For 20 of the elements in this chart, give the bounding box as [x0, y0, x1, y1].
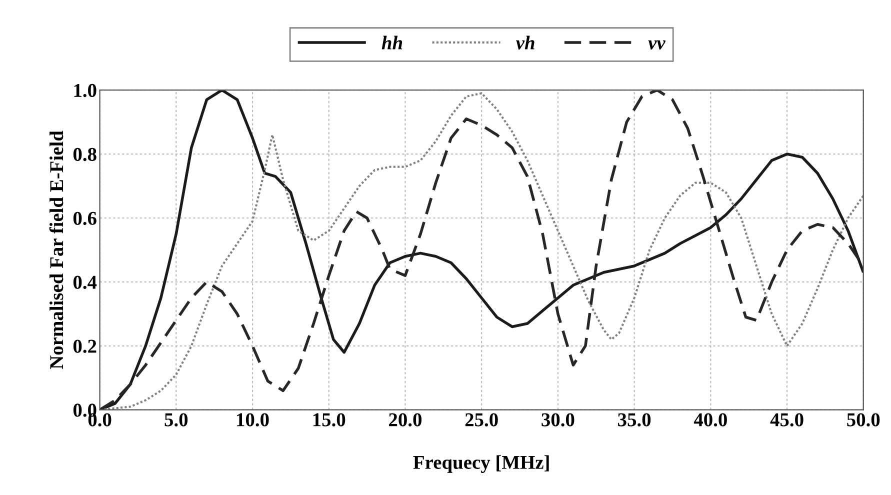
- x-tick-label: 20.0: [389, 413, 422, 426]
- x-tick-label: 5.0: [164, 413, 188, 426]
- legend-label: vh: [516, 36, 534, 50]
- y-tick-label: 0.8: [73, 148, 96, 162]
- x-tick-label: 40.0: [694, 413, 727, 426]
- x-tick-label: 45.0: [770, 413, 804, 426]
- x-tick-label: 50.0: [847, 413, 880, 426]
- y-axis-title: Normalised Far field E-Field: [49, 130, 64, 370]
- legend-label: vv: [648, 40, 666, 50]
- legend-label: hh: [382, 36, 402, 50]
- x-axis-title: Frequecy [MHz]: [413, 455, 549, 473]
- y-tick-label: 0.2: [73, 340, 96, 353]
- x-tick-label: 10.0: [237, 413, 269, 426]
- x-tick-label: 35.0: [618, 413, 651, 426]
- y-tick-label: 0.4: [73, 276, 97, 289]
- x-tick-label: 30.0: [542, 413, 574, 426]
- y-tick-label: 1.0: [74, 84, 96, 98]
- x-tick-label: 25.0: [465, 413, 498, 426]
- y-tick-label: 0.6: [73, 212, 96, 226]
- x-tick-label: 15.0: [313, 413, 346, 426]
